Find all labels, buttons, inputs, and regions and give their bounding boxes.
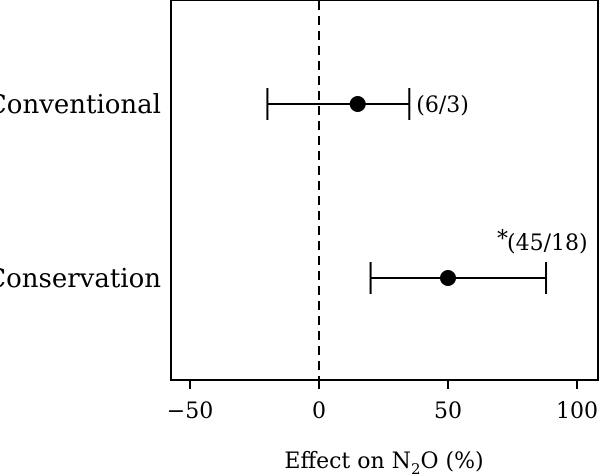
category-label: Conservation [0,264,161,294]
sample-count-label: (45/18) [507,231,588,256]
x-tick-label: −50 [167,399,213,424]
sample-count-label: (6/3) [416,93,469,118]
x-tick-label: 0 [312,399,326,424]
x-tick-label: 50 [434,399,462,424]
plot-frame [170,0,599,381]
significance-marker: * [497,227,508,252]
point-estimate [440,270,456,286]
point-estimate [349,96,366,112]
x-tick-label: 100 [556,399,598,424]
x-axis-title: Effect on N2O (%) [284,449,483,475]
category-label: Conventional [0,90,161,120]
